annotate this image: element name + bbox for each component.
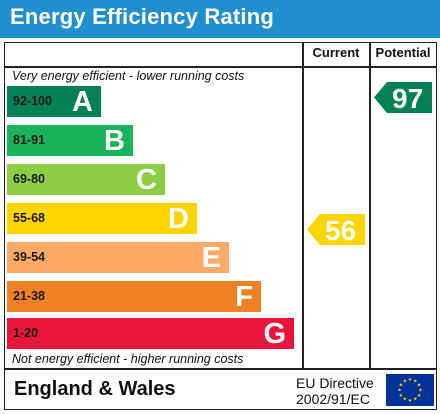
band-b: 81-91 B [7, 125, 133, 157]
column-current: Current [312, 45, 360, 60]
current-arrow-shape [307, 214, 365, 245]
band-letter: G [263, 318, 286, 350]
eu-star: ★ [399, 382, 404, 388]
potential-arrow-shape [374, 82, 432, 113]
eu-star: ★ [413, 379, 418, 385]
band-letter: B [104, 125, 125, 157]
region-label: England & Wales [14, 378, 176, 400]
eu-star: ★ [403, 397, 408, 403]
directive-line-1: EU Directive [296, 375, 374, 391]
current-rating-arrow: 56 [307, 214, 365, 246]
eu-star: ★ [413, 397, 418, 403]
current-rating-value: 56 [325, 215, 357, 246]
band-letter: A [72, 86, 93, 118]
column-potential: Potential [375, 45, 431, 60]
eu-flag-icon: ★ ★★★★★★★★★★★ [386, 374, 434, 406]
band-range-label: 1-20 [13, 326, 39, 340]
header-row-line [4, 66, 437, 68]
band-letter: C [136, 164, 157, 196]
eu-star: ★ [417, 382, 422, 388]
eu-star: ★ [403, 379, 408, 385]
band-range-label: 39-54 [13, 250, 45, 264]
band-letter: E [201, 242, 221, 274]
band-d: 55-68 D [7, 203, 197, 235]
band-e: 39-54 E [7, 242, 229, 274]
directive-line-2: 2002/91/EC [296, 391, 370, 407]
eu-star: ★ [408, 398, 413, 404]
potential-rating-arrow: 97 [374, 82, 432, 114]
divider-current [302, 42, 304, 368]
eu-star: ★ [418, 388, 423, 394]
band-range-label: 21-38 [13, 289, 45, 303]
band-c: 69-80 C [7, 164, 165, 196]
divider-potential [369, 42, 371, 368]
eu-star: ★ [399, 393, 404, 399]
band-range-label: 81-91 [13, 133, 45, 147]
title-bar: Energy Efficiency Rating [0, 0, 440, 38]
band-range-label: 55-68 [13, 211, 45, 225]
band-range-label: 69-80 [13, 172, 45, 186]
band-letter: F [235, 281, 253, 313]
eu-star: ★ [397, 388, 402, 394]
note-inefficient: Not energy efficient - higher running co… [12, 352, 244, 366]
rating-frame [4, 42, 437, 410]
page-title: Energy Efficiency Rating [10, 4, 274, 29]
band-f: 21-38 F [7, 281, 261, 313]
eu-star: ★ [417, 393, 422, 399]
band-a: 92-100 A [7, 86, 101, 118]
potential-rating-value: 97 [392, 83, 424, 114]
note-efficient: Very energy efficient - lower running co… [12, 69, 245, 83]
band-letter: D [168, 203, 189, 235]
eu-star: ★ [408, 377, 413, 383]
band-g: 1-20 G [7, 318, 294, 350]
band-range-label: 92-100 [13, 94, 52, 108]
footer-row-line [4, 368, 437, 370]
